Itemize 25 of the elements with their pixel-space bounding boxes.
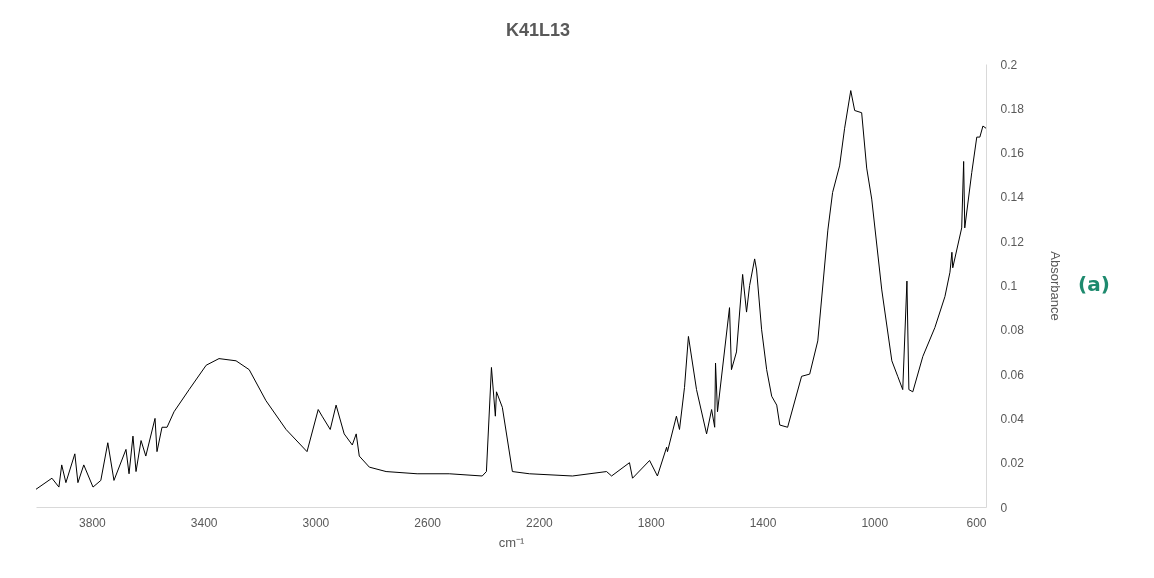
x-tick-label: 3400 [190,515,218,530]
x-tick-label: 1800 [637,515,665,530]
y-tick-label: 0.18 [1000,101,1025,116]
x-tick-label: 600 [966,515,987,530]
y-tick-label: 0.16 [1000,146,1025,161]
y-tick-label: 0.12 [1000,234,1025,249]
x-tick-label: 3800 [79,515,107,530]
y-tick-label: 0.08 [1000,323,1025,338]
x-tick-label: 2600 [414,515,442,530]
y-tick-label: 0.2 [1000,57,1018,72]
x-tick-label: 3000 [302,515,330,530]
x-tick-label: 1000 [861,515,889,530]
y-tick-label: 0.04 [1000,411,1025,426]
chart-title: K41L13 [505,20,571,40]
x-axis-title: cm⁻¹ [498,534,525,550]
y-axis-title: Absorbance [1047,251,1063,321]
text: (a) [1078,272,1110,296]
y-tick-label: 0.06 [1000,367,1025,382]
x-tick-label: 2200 [526,515,554,530]
y-tick-label: 0 [1000,500,1008,515]
y-tick-label: 0.02 [1000,456,1025,471]
y-tick-label: 0.14 [1000,190,1025,205]
x-tick-label: 1400 [749,515,777,530]
line-series [35,90,987,490]
y-tick-label: 0.1 [1000,279,1018,293]
